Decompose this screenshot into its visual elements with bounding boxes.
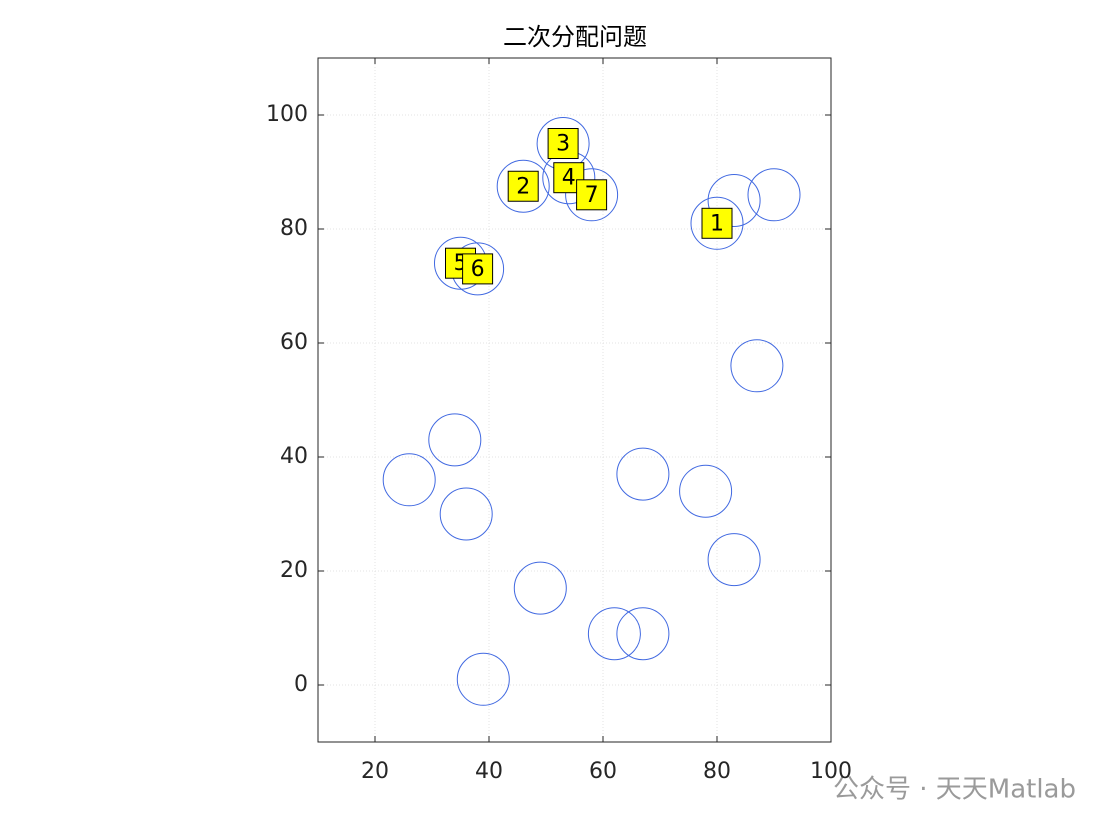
point bbox=[707, 533, 761, 587]
y-tick-label: 60 bbox=[280, 330, 308, 355]
x-tick-label: 80 bbox=[703, 759, 731, 784]
x-tick-label: 60 bbox=[589, 759, 617, 784]
point bbox=[428, 413, 482, 467]
watermark: 公众号 · 天天Matlab bbox=[833, 775, 1076, 805]
point bbox=[382, 453, 436, 507]
point bbox=[616, 447, 670, 501]
point-label: 3 bbox=[556, 132, 570, 157]
point-label: 6 bbox=[471, 257, 485, 282]
point bbox=[616, 607, 670, 661]
point bbox=[456, 652, 510, 706]
y-tick-label: 20 bbox=[280, 558, 308, 583]
y-tick-label: 40 bbox=[280, 444, 308, 469]
x-tick-label: 20 bbox=[361, 759, 389, 784]
label-box bbox=[462, 253, 494, 285]
x-tick-label: 100 bbox=[810, 759, 852, 784]
label-box bbox=[547, 128, 579, 159]
label-box bbox=[701, 207, 733, 239]
label-box bbox=[576, 179, 608, 211]
point bbox=[439, 487, 493, 541]
plot-area bbox=[318, 58, 831, 742]
point bbox=[730, 339, 784, 393]
label-box bbox=[507, 170, 539, 202]
x-tick-label: 40 bbox=[475, 759, 503, 784]
point bbox=[679, 464, 733, 518]
point bbox=[747, 168, 801, 222]
y-tick-label: 100 bbox=[266, 102, 308, 127]
y-tick-label: 0 bbox=[294, 672, 308, 697]
axes-box bbox=[317, 57, 832, 743]
point bbox=[565, 168, 619, 222]
point bbox=[513, 561, 567, 615]
point bbox=[496, 159, 550, 213]
point bbox=[707, 174, 761, 227]
point-label: 1 bbox=[710, 211, 724, 236]
point-label: 4 bbox=[562, 166, 576, 191]
point-label: 7 bbox=[585, 183, 599, 208]
y-tick-label: 80 bbox=[280, 216, 308, 241]
point-label: 2 bbox=[516, 174, 530, 199]
point bbox=[587, 607, 641, 661]
point bbox=[690, 196, 744, 250]
chart-title: 二次分配问题 bbox=[503, 23, 647, 51]
